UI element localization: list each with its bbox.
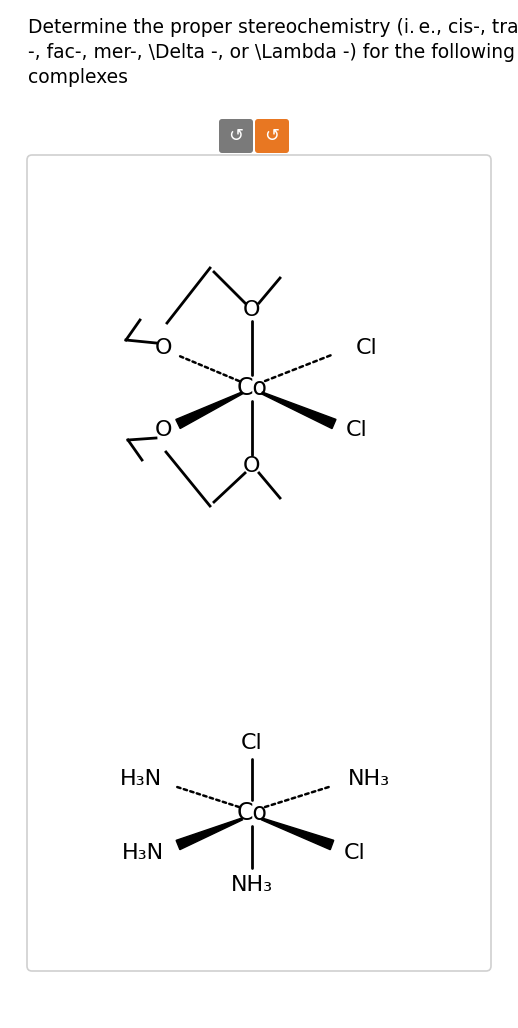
Text: H₃N: H₃N [122,843,164,862]
Text: Co: Co [237,801,267,825]
Polygon shape [176,392,242,429]
Text: H₃N: H₃N [120,769,162,790]
Text: NH₃: NH₃ [348,769,390,790]
Text: NH₃: NH₃ [231,875,273,895]
Text: O: O [243,456,261,476]
Text: Cl: Cl [346,420,368,440]
Text: Co: Co [237,376,267,400]
Text: -, fac-, mer-, \Delta -, or \Lambda -) for the following: -, fac-, mer-, \Delta -, or \Lambda -) f… [28,43,515,62]
Polygon shape [176,818,242,849]
Text: O: O [155,338,172,358]
FancyBboxPatch shape [219,119,253,153]
FancyBboxPatch shape [255,119,289,153]
Polygon shape [262,392,336,429]
Text: O: O [155,420,172,440]
Text: ↺: ↺ [228,127,243,145]
Text: complexes: complexes [28,68,128,87]
Polygon shape [262,818,334,850]
Text: O: O [243,300,261,320]
Text: Determine the proper stereochemistry (i. e., cis-, trans: Determine the proper stereochemistry (i.… [28,19,518,37]
Text: Cl: Cl [356,338,378,358]
Text: Cl: Cl [344,843,366,862]
FancyBboxPatch shape [27,155,491,971]
Text: ↺: ↺ [264,127,280,145]
Text: Cl: Cl [241,733,263,752]
